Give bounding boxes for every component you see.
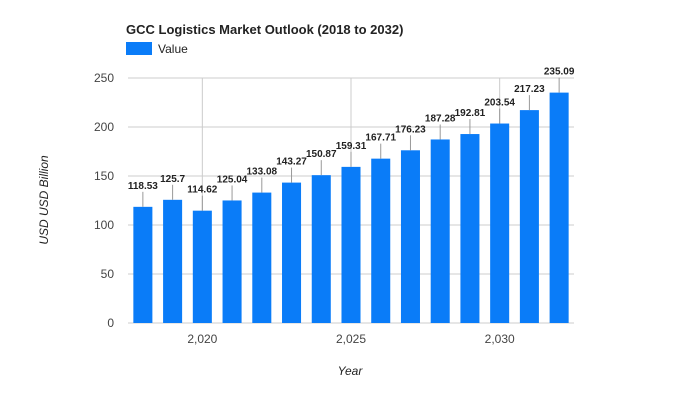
legend-swatch-value bbox=[126, 42, 152, 55]
data-labels: 118.53125.7114.62125.04133.08143.27150.8… bbox=[128, 67, 575, 211]
bar-2028[interactable] bbox=[430, 139, 450, 323]
y-tick-label: 250 bbox=[94, 71, 114, 85]
y-axis-title: USD USD Billion bbox=[37, 155, 51, 245]
data-label-2020: 114.62 bbox=[187, 185, 217, 196]
data-label-2026: 167.71 bbox=[365, 133, 396, 144]
bar-2018[interactable] bbox=[133, 206, 153, 323]
legend-label-value: Value bbox=[158, 42, 188, 56]
data-label-2025: 159.31 bbox=[336, 141, 367, 152]
bar-2025[interactable] bbox=[341, 166, 361, 323]
bars bbox=[133, 92, 569, 324]
data-label-2024: 150.87 bbox=[306, 149, 337, 160]
legend[interactable]: Value bbox=[126, 42, 188, 56]
bar-2030[interactable] bbox=[490, 123, 510, 324]
data-label-2027: 176.23 bbox=[395, 124, 426, 135]
y-axis-ticks: 0 50 100 150 200 250 bbox=[94, 71, 114, 330]
bar-2019[interactable] bbox=[163, 199, 183, 323]
x-tick-label: 2,025 bbox=[336, 332, 366, 346]
bar-2023[interactable] bbox=[282, 182, 302, 323]
y-tick-label: 100 bbox=[94, 218, 114, 232]
y-tick-label: 150 bbox=[94, 169, 114, 183]
x-tick-label: 2,020 bbox=[187, 332, 217, 346]
y-tick-label: 50 bbox=[101, 267, 115, 281]
data-label-2032: 235.09 bbox=[544, 67, 575, 78]
y-tick-label: 200 bbox=[94, 120, 114, 134]
bar-2026[interactable] bbox=[371, 158, 391, 323]
data-label-2019: 125.7 bbox=[160, 174, 185, 185]
bar-2029[interactable] bbox=[460, 134, 480, 323]
y-tick-label: 0 bbox=[107, 316, 114, 330]
bar-2031[interactable] bbox=[519, 110, 539, 324]
bar-2032[interactable] bbox=[549, 92, 569, 323]
x-axis-ticks: 2,020 2,025 2,030 bbox=[187, 332, 515, 346]
data-label-2022: 133.08 bbox=[247, 167, 278, 178]
data-label-2018: 118.53 bbox=[128, 181, 158, 192]
data-label-2028: 187.28 bbox=[425, 113, 456, 124]
data-label-2031: 217.23 bbox=[514, 84, 545, 95]
data-label-2029: 192.81 bbox=[455, 108, 486, 119]
data-label-2030: 203.54 bbox=[484, 98, 515, 109]
x-tick-label: 2,030 bbox=[485, 332, 515, 346]
bar-2022[interactable] bbox=[252, 192, 272, 323]
bar-2024[interactable] bbox=[311, 175, 331, 323]
bar-2021[interactable] bbox=[222, 200, 242, 323]
data-label-2021: 125.04 bbox=[217, 174, 248, 185]
chart-title: GCC Logistics Market Outlook (2018 to 20… bbox=[126, 22, 403, 37]
x-axis-title: Year bbox=[338, 364, 364, 378]
bar-2027[interactable] bbox=[400, 150, 420, 323]
bar-2020[interactable] bbox=[192, 210, 212, 323]
data-label-2023: 143.27 bbox=[276, 157, 307, 168]
